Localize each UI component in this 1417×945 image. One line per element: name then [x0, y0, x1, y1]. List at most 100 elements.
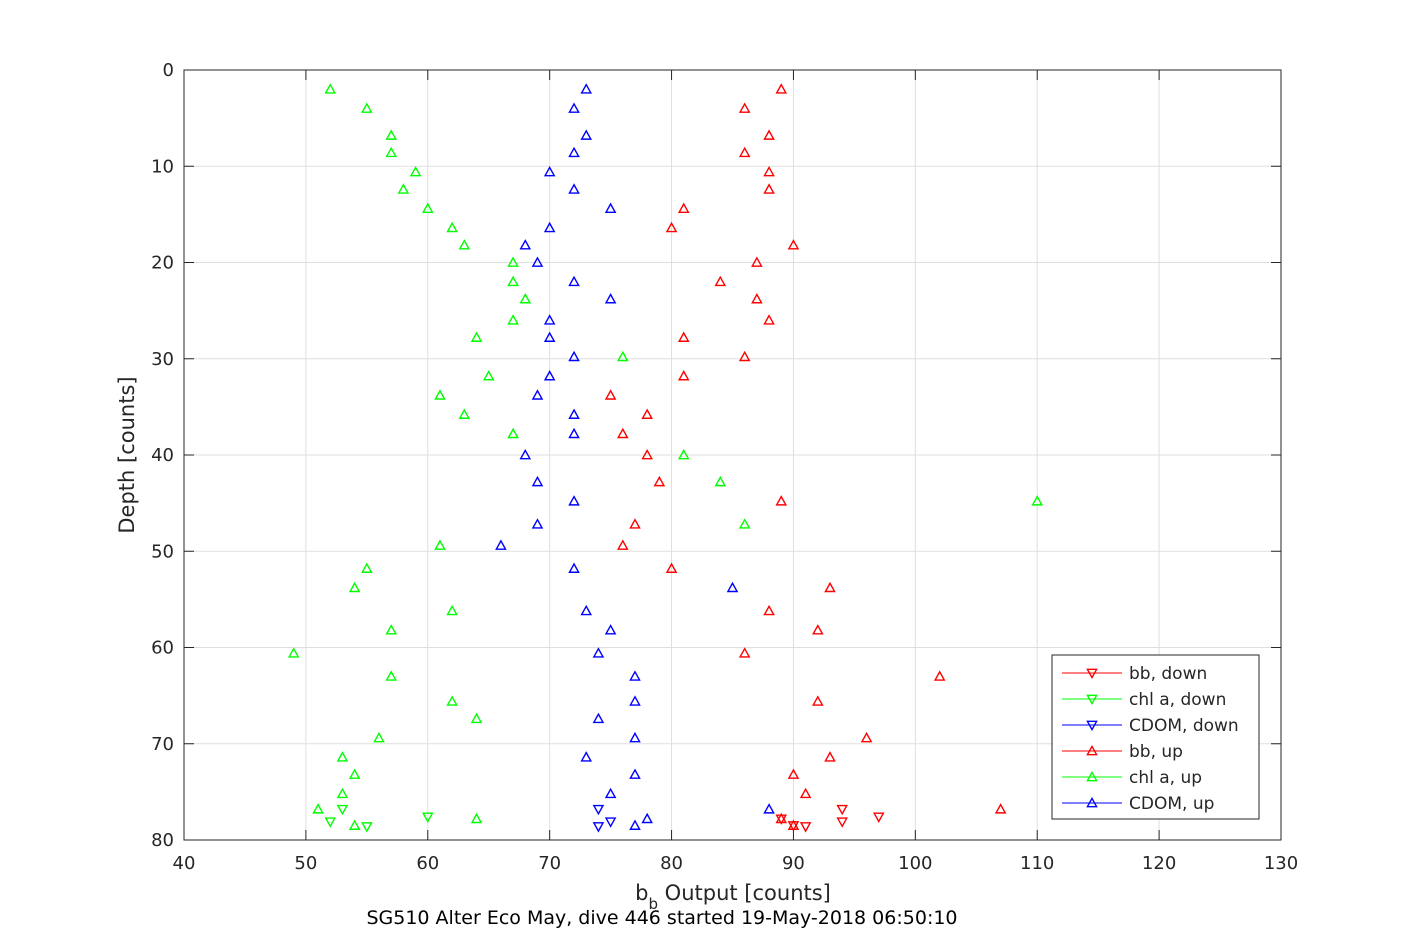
- point-bb-up-24: [665, 562, 678, 573]
- y-tick-label: 30: [151, 349, 174, 370]
- tick-labels: 40 50 60 70 80 90 100 110 120 130 0 10 20 30 40 50 60 70 8…: [151, 60, 1298, 874]
- point-chl-a-down-1: [421, 812, 434, 823]
- point-chl-a-up-33: [336, 751, 349, 762]
- point-chl-a-up-16: [434, 389, 446, 400]
- point-cdom-up-38: [629, 819, 641, 830]
- point-cdom-up-35: [604, 787, 617, 799]
- y-tick-label: 60: [151, 638, 174, 659]
- y-tick-label: 70: [151, 734, 174, 755]
- point-bb-up-26: [763, 604, 775, 616]
- legend-marker-cdom-down: [1086, 720, 1098, 732]
- point-cdom-up-20: [531, 475, 544, 487]
- legend-marker-chl-a-up: [1086, 770, 1098, 782]
- point-bb-up-1: [738, 102, 751, 113]
- point-bb-up-7: [665, 221, 678, 233]
- point-cdom-up-36: [763, 803, 775, 814]
- axis-ticks: [183, 69, 1282, 841]
- point-cdom-up-0: [580, 83, 593, 94]
- point-chl-a-up-18: [507, 427, 519, 439]
- x-axis-title-main: b: [635, 881, 648, 905]
- point-cdom-up-29: [629, 670, 641, 681]
- point-cdom-up-24: [568, 562, 580, 573]
- point-cdom-up-13: [543, 331, 556, 342]
- point-bb-up-2: [763, 129, 775, 140]
- point-chl-a-up-10: [507, 275, 519, 287]
- point-cdom-up-8: [519, 239, 532, 250]
- legend-marker-chl-a-down: [1086, 694, 1098, 706]
- point-bb-up-8: [787, 239, 800, 250]
- point-bb-up-13: [677, 331, 690, 342]
- point-bb-up-22: [629, 518, 641, 529]
- x-tick-label: 40: [173, 853, 196, 874]
- point-cdom-up-12: [543, 314, 556, 325]
- point-bb-up-9: [751, 256, 763, 267]
- x-tick-label: 50: [294, 853, 317, 874]
- point-cdom-up-3: [568, 146, 580, 158]
- point-bb-up-21: [775, 495, 788, 506]
- legend-box: [1051, 654, 1260, 820]
- y-tick-label: 80: [151, 830, 174, 851]
- point-chl-a-up-25: [348, 581, 361, 593]
- point-bb-up-27: [812, 624, 824, 635]
- point-cdom-up-19: [519, 448, 532, 460]
- point-bb-up-12: [763, 314, 775, 325]
- point-chl-a-up-28: [287, 647, 300, 658]
- point-cdom-up-33: [580, 751, 593, 762]
- point-cdom-up-4: [543, 165, 556, 177]
- legend-label-bb-down: bb, down: [1129, 664, 1207, 684]
- legend-marker-bb-down: [1086, 668, 1098, 680]
- legend-label-chl-a-up: chl a, up: [1129, 768, 1202, 788]
- point-cdom-up-15: [543, 370, 556, 381]
- point-cdom-up-37: [641, 812, 653, 824]
- point-bb-up-20: [653, 475, 666, 487]
- data-points: [287, 83, 1044, 833]
- point-bb-up-33: [787, 768, 800, 779]
- point-bb-up-4: [763, 165, 775, 177]
- point-bb-up-32: [824, 751, 836, 762]
- point-bb-up-37: [787, 819, 800, 830]
- point-chl-a-up-22: [738, 518, 751, 529]
- point-bb-up-28: [738, 647, 751, 658]
- point-chl-a-up-7: [446, 221, 458, 233]
- point-cdom-up-27: [604, 624, 617, 635]
- point-chl-a-up-26: [446, 604, 458, 616]
- x-tick-label: 60: [416, 853, 439, 874]
- point-chl-a-up-9: [507, 256, 519, 267]
- legend-marker-cdom-up: [1086, 796, 1098, 808]
- point-chl-a-up-15: [482, 370, 495, 381]
- y-tick-label: 10: [151, 156, 174, 177]
- point-bb-up-23: [617, 539, 629, 550]
- point-bb-up-19: [641, 448, 653, 460]
- point-chl-a-down-2: [324, 817, 337, 828]
- point-chl-a-up-20: [714, 475, 727, 487]
- x-tick-label: 80: [660, 853, 683, 874]
- point-chl-a-up-37: [470, 812, 483, 824]
- point-chl-a-up-21: [1031, 495, 1044, 506]
- point-chl-a-up-5: [397, 183, 410, 194]
- point-cdom-up-32: [629, 731, 641, 743]
- point-cdom-up-28: [592, 647, 605, 658]
- point-cdom-up-5: [568, 183, 580, 194]
- point-cdom-up-10: [568, 275, 580, 287]
- point-cdom-down-2: [592, 822, 605, 833]
- point-bb-down-1: [872, 812, 885, 823]
- y-tick-label: 20: [151, 253, 174, 274]
- point-chl-a-up-19: [677, 448, 690, 460]
- point-cdom-up-18: [568, 427, 580, 439]
- point-bb-up-31: [860, 731, 873, 743]
- legend-marker-bb-up: [1086, 744, 1098, 756]
- point-chl-a-up-11: [519, 293, 532, 304]
- y-axis-title: Depth [counts]: [115, 376, 139, 533]
- point-chl-a-up-0: [324, 83, 337, 94]
- point-chl-a-up-29: [385, 670, 398, 681]
- point-cdom-up-1: [568, 102, 580, 113]
- point-chl-a-up-35: [336, 787, 349, 799]
- point-bb-up-29: [933, 670, 946, 681]
- point-cdom-up-34: [629, 768, 641, 779]
- point-bb-up-15: [677, 370, 690, 381]
- x-tick-label: 100: [898, 853, 932, 874]
- point-chl-a-up-36: [312, 803, 324, 814]
- point-chl-a-up-24: [361, 562, 373, 573]
- point-chl-a-up-12: [507, 314, 519, 325]
